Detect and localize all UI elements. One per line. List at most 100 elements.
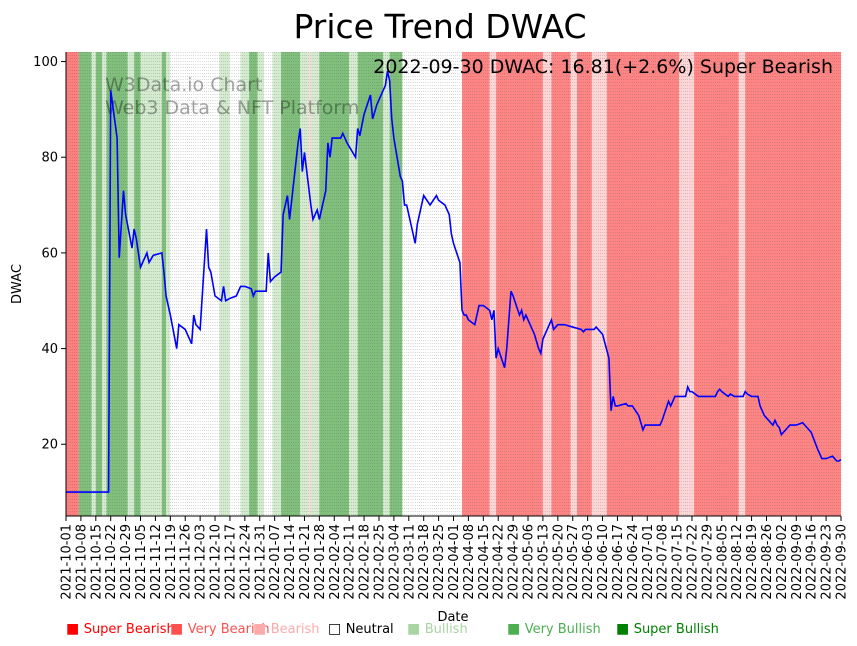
legend-swatch-icon: □ (328, 621, 346, 637)
x-tick-label: 2021-12-17 (223, 524, 238, 600)
regime-band-very-bullish (281, 52, 301, 516)
x-tick-label: 2022-07-08 (656, 524, 671, 600)
x-tick-label: 2021-10-08 (74, 524, 89, 600)
watermark-line-2: Web3 Data & NFT Platform (105, 97, 359, 119)
x-tick-label: 2022-08-12 (730, 524, 745, 600)
x-tick-label: 2021-10-01 (60, 524, 75, 600)
legend-swatch-icon: ■ (66, 621, 84, 637)
x-tick-label: 2022-05-13 (536, 524, 551, 600)
x-tick-label: 2022-05-27 (566, 524, 581, 600)
x-tick-label: 2022-01-21 (298, 524, 313, 600)
regime-band-bearish (738, 52, 746, 516)
x-tick-label: 2022-09-09 (790, 524, 805, 600)
legend-item-bearish: ■ Bearish (253, 621, 320, 637)
x-tick-label: 2022-03-04 (387, 524, 402, 600)
legend-label: Super Bearish (83, 622, 175, 637)
legend-label: Very Bullish (524, 622, 601, 637)
regime-band-bullish (383, 52, 390, 516)
regime-band-very-bearish (745, 52, 841, 516)
regime-band-bearish (308, 52, 311, 516)
x-axis-label: Date (437, 610, 468, 625)
legend-swatch-icon: ■ (170, 621, 188, 637)
x-tick-label: 2022-09-16 (805, 524, 820, 600)
x-tick-label: 2022-04-01 (447, 524, 462, 600)
x-tick-label: 2022-05-06 (522, 524, 537, 600)
regime-band-very-bearish (551, 52, 571, 516)
legend-label: Bearish (270, 622, 320, 637)
y-axis-label: DWAC (10, 264, 25, 304)
legend-label: Super Bullish (633, 622, 719, 637)
x-tick-label: 2022-05-20 (551, 524, 566, 600)
regime-band-bullish (219, 52, 230, 516)
legend-item-very-bearish: ■ Very Bearish (170, 621, 270, 637)
x-tick-label: 2022-06-03 (581, 524, 596, 600)
x-tick-label: 2022-08-05 (715, 524, 730, 600)
legend-label: Bullish (424, 622, 468, 637)
x-tick-label: 2021-11-19 (164, 524, 179, 600)
x-tick-label: 2022-04-29 (507, 524, 522, 600)
regime-band-bearish (679, 52, 695, 516)
y-tick-label: 80 (41, 151, 58, 166)
x-tick-label: 2022-08-26 (760, 524, 775, 600)
regime-band-very-bullish (134, 52, 141, 516)
regime-band-very-bearish (694, 52, 739, 516)
x-tick-label: 2022-07-15 (671, 524, 686, 600)
x-tick-label: 2021-10-29 (119, 524, 134, 600)
legend-label: Very Bearish (187, 622, 270, 637)
x-tick-label: 2022-09-30 (835, 524, 850, 600)
x-tick-label: 2021-10-22 (104, 524, 119, 600)
regime-band-bearish (570, 52, 577, 516)
x-tick-label: 2022-04-08 (462, 524, 477, 600)
x-tick-label: 2022-07-22 (685, 524, 700, 600)
legend-swatch-icon: ■ (407, 621, 425, 637)
x-tick-label: 2022-02-25 (372, 524, 387, 600)
x-tick-label: 2022-02-11 (343, 524, 358, 600)
x-axis-ticks: 2021-10-01 2021-10-08 2021-10-15 2021-10-22… (60, 516, 850, 600)
y-tick-label: 20 (41, 438, 58, 453)
price-line-series (66, 70, 842, 493)
regime-band-bullish (257, 52, 265, 516)
x-tick-label: 2022-09-23 (820, 524, 835, 600)
regime-band-bearish (591, 52, 607, 516)
x-tick-label: 2022-08-19 (745, 524, 760, 600)
legend-swatch-icon: ■ (253, 621, 271, 637)
x-tick-label: 2022-01-07 (268, 524, 283, 600)
regime-band-very-bullish (95, 52, 103, 516)
legend-item-super-bullish: ■ Super Bullish (616, 621, 719, 637)
legend-item-super-bearish: ■ Super Bearish (66, 621, 175, 637)
y-tick-label: 60 (41, 246, 58, 261)
watermark: W3Data.io Chart Web3 Data & NFT Platform (105, 74, 359, 119)
x-tick-label: 2022-01-28 (313, 524, 328, 600)
legend-swatch-icon: ■ (507, 621, 525, 637)
x-tick-label: 2022-06-10 (596, 524, 611, 600)
x-tick-label: 2021-12-24 (238, 524, 253, 600)
legend-item-bullish: ■ Bullish (407, 621, 468, 637)
x-tick-label: 2022-02-18 (358, 524, 373, 600)
legend-label: Neutral (345, 622, 394, 637)
chart-title: Price Trend DWAC (293, 7, 586, 46)
regime-band-neutral (229, 52, 241, 516)
x-tick-label: 2022-06-17 (611, 524, 626, 600)
x-tick-label: 2021-12-03 (194, 524, 209, 600)
x-tick-label: 2022-06-24 (626, 524, 641, 600)
regime-band-bearish (489, 52, 497, 516)
x-tick-label: 2022-07-01 (641, 524, 656, 600)
x-tick-label: 2021-12-31 (253, 524, 268, 600)
regime-band-very-bearish (462, 52, 490, 516)
x-tick-label: 2022-01-14 (283, 524, 298, 600)
y-axis-ticks: 20 40 60 80 100 (33, 55, 66, 453)
regime-band-neutral (170, 52, 220, 516)
x-tick-label: 2021-11-05 (134, 524, 149, 600)
legend-item-very-bullish: ■ Very Bullish (507, 621, 601, 637)
regime-band-very-bearish (576, 52, 592, 516)
x-tick-label: 2021-12-10 (209, 524, 224, 600)
x-tick-label: 2022-03-25 (432, 524, 447, 600)
legend-item-neutral: □ Neutral (328, 621, 394, 637)
x-tick-label: 2022-02-04 (328, 524, 343, 600)
legend-swatch-icon: ■ (616, 621, 634, 637)
watermark-line-1: W3Data.io Chart (105, 74, 262, 96)
x-tick-label: 2021-10-15 (89, 524, 104, 600)
x-tick-label: 2022-07-29 (700, 524, 715, 600)
x-tick-label: 2022-09-02 (775, 524, 790, 600)
